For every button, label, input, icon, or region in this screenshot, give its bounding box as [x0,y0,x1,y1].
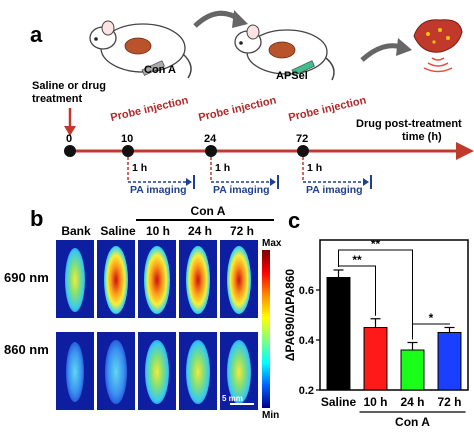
sig-bracket-24h-72h [412,323,450,340]
y-tick-label: 0.2 [299,385,314,397]
treatment-label: treatment [32,93,83,105]
bar-1 [363,327,388,391]
col-header-72h: 72 h [229,224,254,238]
curved-arrow-1 [193,10,248,28]
con-a-group-line [136,219,274,221]
con-a-chart-label: Con A [395,415,430,429]
con-a-group-header: Con A [190,204,226,218]
colorbar-min: Min [262,410,280,421]
x-tick-label: Saline [321,395,357,409]
pa-imaging-1: PA imaging [130,184,187,196]
panel-c-letter: c [288,208,301,233]
apsel-label: APSel [276,70,308,82]
sig-bracket-saline-24h-label: ** [371,237,381,251]
col-header-10h: 10 h [145,224,170,238]
y-tick-label: 0.4 [299,335,315,347]
bar-0 [326,277,351,391]
bar-2 [400,349,425,391]
one-h-3: 1 h [307,162,323,174]
sig-bracket-24h-72h-label: * [429,311,434,325]
pa-imaging-2: PA imaging [213,184,270,196]
saline-drug-label: Saline or drug [32,80,106,92]
sig-bracket-saline-24h [338,249,413,340]
sig-bracket-saline-10h-label: ** [352,253,362,267]
probe-injection-2: Probe injection [197,94,278,124]
con-a-label-top: Con A [144,64,176,76]
one-h-2: 1 h [215,162,231,174]
tick-0: 0 [66,133,73,145]
col-header-saline: Saline [100,224,136,238]
one-h-1: 1 h [132,162,148,174]
panel-a-letter: a [30,22,43,47]
panel-b-letter: b [30,206,44,231]
x-tick-label: 72 h [437,395,461,409]
x-tick-label: 10 h [363,395,387,409]
col-header-24h: 24 h [187,224,212,238]
row-label-860: 860 nm [4,342,49,357]
drug-post-label: Drug post-treatment [356,118,462,130]
y-tick-label: 0.6 [299,285,314,297]
x-tick-label: 24 h [400,395,424,409]
pa-imaging-3: PA imaging [306,184,363,196]
curved-arrow-2 [360,38,412,62]
time-h-label: time (h) [402,131,442,143]
sig-bracket-saline-10h [338,265,376,316]
saline-down-arrow [64,108,76,136]
tick-72: 72 [296,133,309,145]
row-label-690: 690 nm [4,270,49,285]
liver-illustration [413,19,463,73]
bar-3 [437,332,462,391]
colorbar-max: Max [262,238,282,249]
tick-10: 10 [121,133,134,145]
y-axis-label: ΔPA690/ΔPA860 [283,269,297,362]
scale-bar-label: 5 mm [222,394,243,403]
colorbar [262,250,270,408]
pa-image-grid [56,240,258,410]
timeline-svg [64,142,474,189]
plot-frame [319,239,469,391]
probe-injection-1: Probe injection [109,94,190,124]
tick-24: 24 [204,133,217,145]
mouse-saline-illustration [89,20,192,79]
mouse-apsel-illustration [234,24,335,81]
col-header-bank: Bank [61,224,91,238]
